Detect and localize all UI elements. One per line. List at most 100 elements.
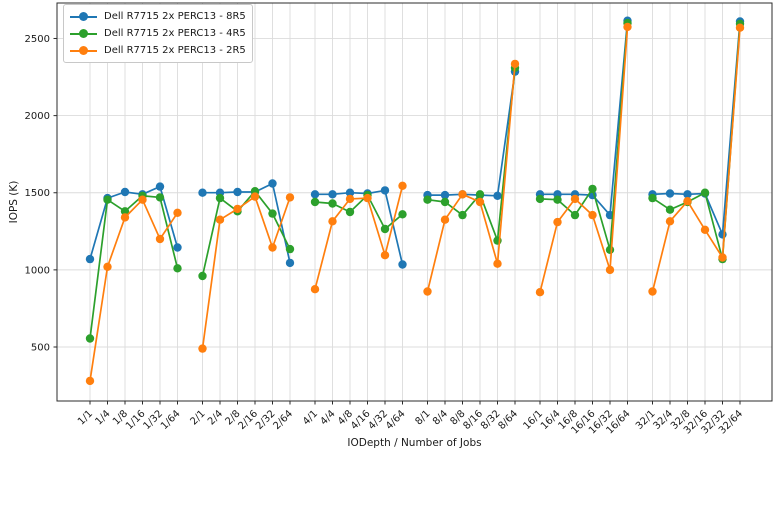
data-point: [198, 188, 207, 197]
x-tick-label: 8/16: [461, 408, 485, 432]
x-tick-label: 8/1: [413, 408, 432, 427]
data-point: [103, 195, 112, 204]
data-point: [310, 285, 320, 294]
data-point: [475, 190, 485, 199]
data-point: [398, 260, 407, 269]
data-point: [198, 271, 207, 281]
x-tick-label: 4/1: [301, 408, 320, 427]
data-point: [535, 194, 545, 204]
series-line: [89, 198, 179, 382]
data-point: [198, 344, 207, 353]
legend-label-2r5: Dell R7715 2x PERC13 - 2R5: [104, 45, 246, 56]
data-point: [440, 197, 450, 207]
data-point: [665, 217, 675, 226]
data-point: [138, 195, 147, 204]
x-tick-label: 4/64: [384, 408, 408, 432]
data-point: [440, 215, 450, 224]
data-point: [233, 187, 242, 197]
data-point: [700, 188, 710, 197]
x-tick-label: 1/64: [159, 408, 183, 432]
x-tick-label: 4/16: [349, 408, 373, 432]
data-point: [440, 190, 450, 200]
data-point: [173, 264, 182, 273]
data-point: [683, 197, 692, 206]
data-point: [363, 193, 372, 203]
x-tick-label: 2/64: [271, 408, 295, 432]
legend-label-8r5: Dell R7715 2x PERC13 - 8R5: [104, 11, 246, 22]
y-tick-label: 1000: [25, 265, 50, 276]
x-tick-label: 2/16: [236, 408, 260, 432]
data-point: [605, 265, 615, 275]
x-tick-label: 32/4: [651, 408, 675, 432]
data-point: [648, 193, 657, 203]
data-point: [493, 191, 502, 200]
data-point: [380, 186, 390, 195]
data-point: [345, 188, 355, 197]
x-tick-label: 16/4: [539, 408, 563, 432]
series-line: [89, 194, 179, 339]
data-point: [458, 190, 467, 199]
plot-frame: [56, 2, 773, 402]
legend-line-marker-8r5: [70, 12, 97, 21]
x-tick-label: 2/4: [206, 408, 225, 427]
x-tick-label: 1/16: [124, 408, 148, 432]
series-line: [426, 63, 516, 292]
series-line: [652, 23, 741, 260]
data-point: [345, 207, 355, 217]
series-line: [201, 189, 291, 277]
data-point: [588, 184, 597, 194]
data-point: [380, 251, 390, 260]
data-point: [328, 199, 337, 208]
y-tick-label: 500: [31, 343, 50, 354]
data-point: [605, 245, 615, 254]
legend-item-4r5: Dell R7715 2x PERC13 - 4R5: [70, 26, 246, 41]
series-4r5: [85, 18, 745, 343]
data-point: [683, 190, 692, 199]
x-tick-label: 1/1: [76, 408, 95, 427]
series-2r5: [85, 22, 745, 386]
series-line: [89, 185, 179, 260]
data-point: [553, 195, 562, 204]
data-point: [535, 288, 545, 297]
y-tick-label: 1500: [25, 188, 50, 199]
data-point: [120, 187, 130, 197]
data-point: [570, 210, 580, 220]
data-point: [155, 182, 165, 191]
x-tick-label: 8/64: [496, 408, 520, 432]
x-tick-label: 8/32: [479, 408, 503, 432]
x-tick-label: 2/1: [188, 408, 207, 427]
data-point: [328, 190, 337, 199]
data-point: [155, 193, 165, 202]
data-point: [103, 262, 112, 271]
series-line: [314, 185, 404, 290]
x-tick-label: 2/32: [254, 408, 278, 432]
data-point: [458, 210, 467, 220]
legend-item-8r5: Dell R7715 2x PERC13 - 8R5: [70, 9, 246, 24]
data-point: [345, 194, 355, 204]
data-point: [718, 230, 727, 239]
data-point: [735, 23, 745, 32]
data-point: [285, 244, 295, 254]
series-line: [201, 195, 291, 349]
data-point: [398, 210, 407, 219]
data-point: [665, 205, 675, 214]
data-point: [588, 210, 597, 220]
series-line: [427, 71, 516, 197]
data-point: [120, 207, 130, 216]
y-tick-label: 2500: [25, 34, 50, 45]
data-point: [665, 189, 675, 198]
legend-line-marker-4r5: [70, 29, 97, 38]
data-point: [570, 194, 580, 204]
data-point: [268, 179, 277, 188]
x-tick-label: 1/32: [141, 408, 165, 432]
data-point: [85, 376, 95, 386]
data-point: [310, 190, 320, 199]
data-point: [215, 215, 225, 224]
x-tick-label: 16/1: [521, 408, 545, 432]
data-point: [493, 259, 502, 268]
data-point: [423, 287, 432, 296]
data-point: [250, 192, 260, 201]
data-point: [700, 225, 710, 234]
